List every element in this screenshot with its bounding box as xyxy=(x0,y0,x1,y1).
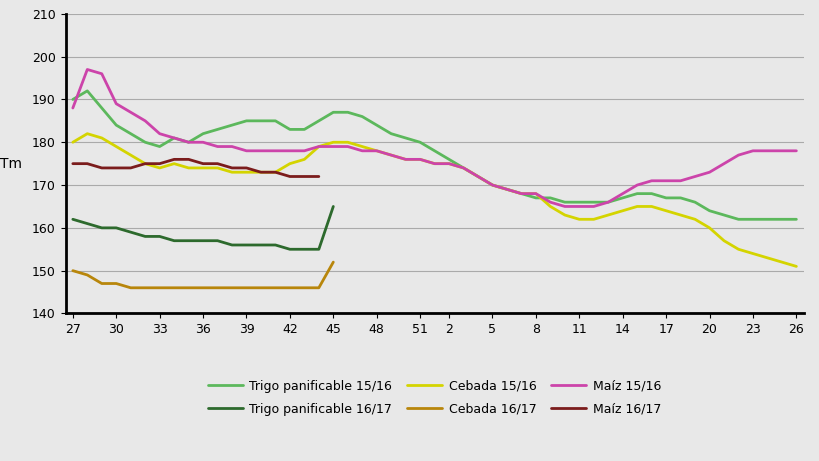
Trigo panificable 16/17 xyxy=(328,204,337,209)
Trigo panificable 16/17 xyxy=(183,238,193,243)
Trigo panificable 16/17 xyxy=(285,247,295,252)
Cebada 15/16 xyxy=(790,264,800,269)
Cebada 15/16 xyxy=(82,131,92,136)
Maíz 16/17 xyxy=(314,174,324,179)
Maíz 16/17 xyxy=(183,157,193,162)
Maíz 16/17 xyxy=(227,165,237,171)
Line: Maíz 15/16: Maíz 15/16 xyxy=(73,70,795,207)
Maíz 15/16 xyxy=(68,105,78,111)
Trigo panificable 15/16 xyxy=(776,217,786,222)
Trigo panificable 15/16 xyxy=(299,127,309,132)
Maíz 16/17 xyxy=(97,165,106,171)
Maíz 15/16 xyxy=(776,148,786,154)
Trigo panificable 15/16 xyxy=(790,217,800,222)
Trigo panificable 15/16 xyxy=(68,97,78,102)
Line: Cebada 15/16: Cebada 15/16 xyxy=(73,134,795,266)
Line: Maíz 16/17: Maíz 16/17 xyxy=(73,160,319,177)
Maíz 15/16 xyxy=(299,148,309,154)
Trigo panificable 15/16 xyxy=(82,88,92,94)
Maíz 16/17 xyxy=(299,174,309,179)
Cebada 16/17 xyxy=(82,272,92,278)
Maíz 16/17 xyxy=(125,165,135,171)
Trigo panificable 16/17 xyxy=(299,247,309,252)
Trigo panificable 16/17 xyxy=(256,242,265,248)
Cebada 15/16 xyxy=(559,212,569,218)
Cebada 16/17 xyxy=(140,285,150,290)
Cebada 16/17 xyxy=(68,268,78,273)
Trigo panificable 16/17 xyxy=(68,217,78,222)
Cebada 15/16 xyxy=(314,144,324,149)
Trigo panificable 16/17 xyxy=(111,225,121,230)
Cebada 16/17 xyxy=(169,285,179,290)
Cebada 15/16 xyxy=(242,170,251,175)
Line: Trigo panificable 15/16: Trigo panificable 15/16 xyxy=(73,91,795,219)
Maíz 16/17 xyxy=(155,161,165,166)
Cebada 16/17 xyxy=(270,285,280,290)
Maíz 15/16 xyxy=(559,204,569,209)
Line: Cebada 16/17: Cebada 16/17 xyxy=(73,262,333,288)
Maíz 16/17 xyxy=(68,161,78,166)
Cebada 16/17 xyxy=(242,285,251,290)
Maíz 15/16 xyxy=(573,204,583,209)
Cebada 16/17 xyxy=(183,285,193,290)
Cebada 16/17 xyxy=(299,285,309,290)
Cebada 16/17 xyxy=(328,260,337,265)
Trigo panificable 15/16 xyxy=(733,217,743,222)
Y-axis label: Tm: Tm xyxy=(0,157,22,171)
Maíz 16/17 xyxy=(256,170,265,175)
Cebada 16/17 xyxy=(111,281,121,286)
Cebada 16/17 xyxy=(285,285,295,290)
Trigo panificable 16/17 xyxy=(125,230,135,235)
Trigo panificable 16/17 xyxy=(140,234,150,239)
Trigo panificable 16/17 xyxy=(97,225,106,230)
Maíz 16/17 xyxy=(111,165,121,171)
Cebada 16/17 xyxy=(227,285,237,290)
Maíz 15/16 xyxy=(617,191,627,196)
Cebada 16/17 xyxy=(155,285,165,290)
Cebada 15/16 xyxy=(776,260,786,265)
Trigo panificable 16/17 xyxy=(314,247,324,252)
Cebada 16/17 xyxy=(125,285,135,290)
Maíz 16/17 xyxy=(140,161,150,166)
Cebada 16/17 xyxy=(97,281,106,286)
Cebada 15/16 xyxy=(68,140,78,145)
Cebada 16/17 xyxy=(212,285,222,290)
Maíz 15/16 xyxy=(82,67,92,72)
Trigo panificable 15/16 xyxy=(559,200,569,205)
Cebada 16/17 xyxy=(198,285,208,290)
Trigo panificable 16/17 xyxy=(212,238,222,243)
Trigo panificable 16/17 xyxy=(270,242,280,248)
Trigo panificable 15/16 xyxy=(242,118,251,124)
Maíz 16/17 xyxy=(198,161,208,166)
Trigo panificable 16/17 xyxy=(227,242,237,248)
Cebada 16/17 xyxy=(256,285,265,290)
Trigo panificable 15/16 xyxy=(603,200,613,205)
Trigo panificable 16/17 xyxy=(155,234,165,239)
Line: Trigo panificable 16/17: Trigo panificable 16/17 xyxy=(73,207,333,249)
Cebada 15/16 xyxy=(603,212,613,218)
Trigo panificable 16/17 xyxy=(198,238,208,243)
Trigo panificable 15/16 xyxy=(314,118,324,124)
Maíz 16/17 xyxy=(242,165,251,171)
Trigo panificable 16/17 xyxy=(169,238,179,243)
Trigo panificable 16/17 xyxy=(242,242,251,248)
Maíz 16/17 xyxy=(169,157,179,162)
Maíz 15/16 xyxy=(314,144,324,149)
Maíz 16/17 xyxy=(82,161,92,166)
Maíz 15/16 xyxy=(790,148,800,154)
Maíz 16/17 xyxy=(270,170,280,175)
Cebada 15/16 xyxy=(299,157,309,162)
Cebada 16/17 xyxy=(314,285,324,290)
Maíz 15/16 xyxy=(242,148,251,154)
Maíz 16/17 xyxy=(285,174,295,179)
Maíz 16/17 xyxy=(212,161,222,166)
Legend: Trigo panificable 15/16, Trigo panificable 16/17, Cebada 15/16, Cebada 16/17, Ma: Trigo panificable 15/16, Trigo panificab… xyxy=(208,380,660,416)
Trigo panificable 16/17 xyxy=(82,221,92,226)
